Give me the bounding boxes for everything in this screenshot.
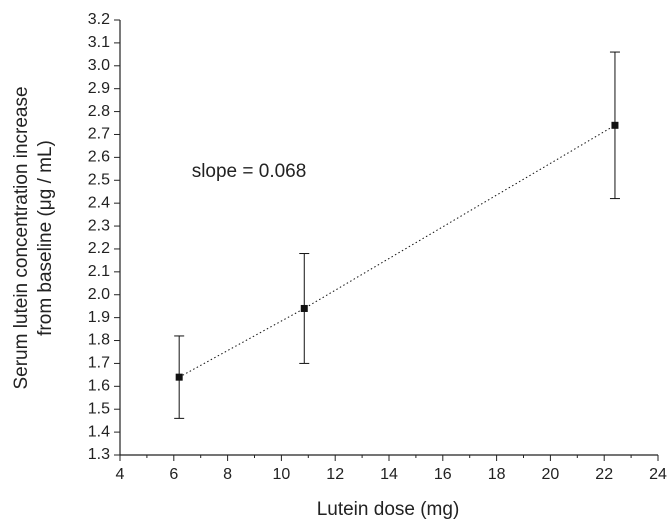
- y-tick-label: 2.0: [88, 286, 110, 303]
- x-tick-label: 16: [434, 466, 452, 483]
- y-tick-label: 2.6: [88, 149, 110, 166]
- y-tick-label: 3.2: [88, 11, 110, 28]
- y-tick-label: 3.1: [88, 34, 110, 51]
- y-axis-label: from baseline (μg / mL): [35, 140, 56, 336]
- y-tick-label: 2.1: [88, 263, 110, 280]
- x-tick-label: 12: [326, 466, 344, 483]
- y-tick-label: 2.3: [88, 217, 110, 234]
- x-tick-label: 4: [116, 466, 125, 483]
- x-tick-label: 8: [223, 466, 232, 483]
- point: [611, 121, 619, 129]
- y-tick-label: 3.0: [88, 57, 110, 74]
- y-tick-label: 1.5: [88, 400, 110, 417]
- y-tick-label: 2.5: [88, 171, 110, 188]
- y-tick-label: 2.7: [88, 126, 110, 143]
- y-tick-label: 1.9: [88, 309, 110, 326]
- y-tick-label: 2.9: [88, 80, 110, 97]
- x-tick-label: 20: [542, 466, 560, 483]
- y-tick-label: 2.2: [88, 240, 110, 257]
- y-tick-label: 1.8: [88, 332, 110, 349]
- y-tick-label: 1.3: [88, 446, 110, 463]
- x-tick-label: 6: [169, 466, 178, 483]
- x-axis-label: Lutein dose (mg): [317, 499, 460, 520]
- y-tick-label: 2.8: [88, 103, 110, 120]
- y-axis-label: Serum lutein concentration increase: [11, 86, 32, 389]
- annotation: slope = 0.068: [192, 161, 307, 182]
- y-tick-label: 2.4: [88, 194, 110, 211]
- y-tick-label: 1.6: [88, 378, 110, 395]
- point: [175, 373, 183, 381]
- y-tick-label: 1.4: [88, 423, 110, 440]
- point: [300, 304, 308, 312]
- x-tick-label: 14: [380, 466, 398, 483]
- x-tick-label: 24: [649, 466, 667, 483]
- y-tick-label: 1.7: [88, 355, 110, 372]
- x-tick-label: 22: [595, 466, 613, 483]
- x-tick-label: 18: [488, 466, 506, 483]
- x-tick-label: 10: [273, 466, 291, 483]
